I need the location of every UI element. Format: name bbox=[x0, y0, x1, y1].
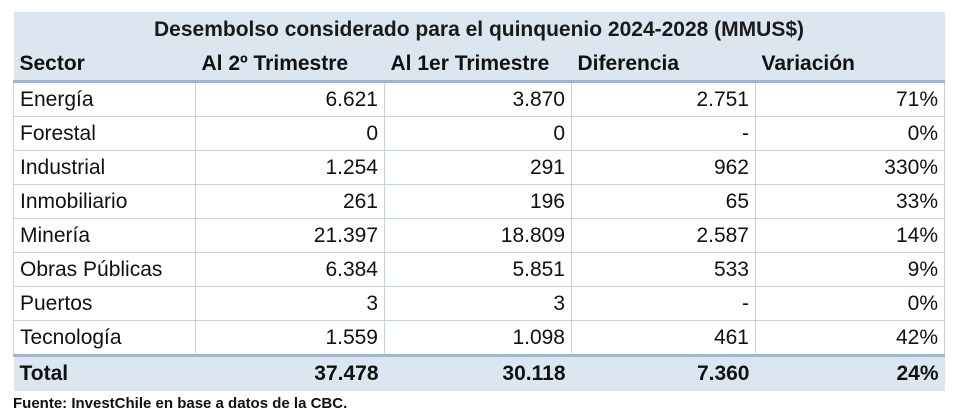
cell-q2: 1.559 bbox=[195, 320, 385, 356]
total-variacion: 24% bbox=[755, 354, 945, 391]
cell-diferencia: 2.587 bbox=[571, 218, 756, 253]
cell-q1: 196 bbox=[384, 184, 572, 219]
total-q1: 30.118 bbox=[384, 354, 572, 391]
cell-q2: 21.397 bbox=[195, 218, 385, 253]
total-row: Total 37.478 30.118 7.360 24% bbox=[13, 354, 945, 391]
table-row: Forestal 0 0 - 0% bbox=[13, 116, 946, 151]
column-header-q2: Al 2º Trimestre bbox=[195, 48, 385, 82]
cell-variacion: 14% bbox=[754, 218, 946, 253]
total-q2: 37.478 bbox=[195, 354, 385, 391]
cell-sector: Industrial bbox=[13, 150, 196, 185]
cell-sector: Tecnología bbox=[13, 320, 196, 356]
cell-sector: Energía bbox=[13, 81, 196, 117]
cell-q1: 3 bbox=[384, 286, 572, 321]
cell-q1: 3.870 bbox=[384, 81, 572, 117]
cell-variacion: 71% bbox=[754, 81, 946, 117]
cell-q1: 18.809 bbox=[384, 218, 572, 253]
cell-sector: Minería bbox=[13, 218, 196, 253]
total-diferencia: 7.360 bbox=[571, 354, 756, 391]
column-header-sector: Sector bbox=[13, 48, 196, 82]
cell-q1: 5.851 bbox=[384, 252, 572, 287]
cell-diferencia: 2.751 bbox=[571, 81, 756, 117]
cell-diferencia: 962 bbox=[571, 150, 756, 185]
cell-q2: 261 bbox=[195, 184, 385, 219]
total-label: Total bbox=[13, 354, 196, 391]
table-row: Tecnología 1.559 1.098 461 42% bbox=[13, 320, 946, 356]
cell-diferencia: 533 bbox=[571, 252, 756, 287]
cell-q1: 0 bbox=[384, 116, 572, 151]
column-header-q1: Al 1er Trimestre bbox=[384, 48, 572, 82]
column-header-variacion: Variación bbox=[755, 48, 945, 82]
source-note: Fuente: InvestChile en base a datos de l… bbox=[13, 395, 348, 412]
cell-diferencia: - bbox=[571, 286, 756, 321]
table-title: Desembolso considerado para el quinqueni… bbox=[13, 12, 945, 48]
cell-variacion: 33% bbox=[754, 184, 946, 219]
cell-sector: Obras Públicas bbox=[13, 252, 196, 287]
cell-q2: 6.384 bbox=[195, 252, 385, 287]
cell-q2: 3 bbox=[195, 286, 385, 321]
cell-q1: 1.098 bbox=[384, 320, 572, 356]
cell-variacion: 9% bbox=[754, 252, 946, 287]
cell-variacion: 0% bbox=[754, 116, 946, 151]
table-row: Industrial 1.254 291 962 330% bbox=[13, 150, 946, 185]
cell-variacion: 42% bbox=[754, 320, 946, 356]
cell-sector: Puertos bbox=[13, 286, 196, 321]
table-row: Puertos 3 3 - 0% bbox=[13, 286, 946, 321]
cell-variacion: 0% bbox=[754, 286, 946, 321]
column-header-diferencia: Diferencia bbox=[571, 48, 756, 82]
disbursement-table: Desembolso considerado para el quinqueni… bbox=[13, 12, 946, 391]
title-row: Desembolso considerado para el quinqueni… bbox=[13, 12, 945, 48]
table-row: Obras Públicas 6.384 5.851 533 9% bbox=[13, 252, 946, 287]
cell-q2: 0 bbox=[195, 116, 385, 151]
cell-sector: Forestal bbox=[13, 116, 196, 151]
table-row: Energía 6.621 3.870 2.751 71% bbox=[13, 81, 946, 117]
cell-diferencia: - bbox=[571, 116, 756, 151]
table-row: Inmobiliario 261 196 65 33% bbox=[13, 184, 946, 219]
cell-sector: Inmobiliario bbox=[13, 184, 196, 219]
table-row: Minería 21.397 18.809 2.587 14% bbox=[13, 218, 946, 253]
cell-q2: 1.254 bbox=[195, 150, 385, 185]
cell-diferencia: 461 bbox=[571, 320, 756, 356]
cell-q2: 6.621 bbox=[195, 81, 385, 117]
table-container: Desembolso considerado para el quinqueni… bbox=[13, 12, 946, 412]
cell-variacion: 330% bbox=[754, 150, 946, 185]
cell-q1: 291 bbox=[384, 150, 572, 185]
cell-diferencia: 65 bbox=[571, 184, 756, 219]
header-row: Sector Al 2º Trimestre Al 1er Trimestre … bbox=[13, 48, 945, 82]
